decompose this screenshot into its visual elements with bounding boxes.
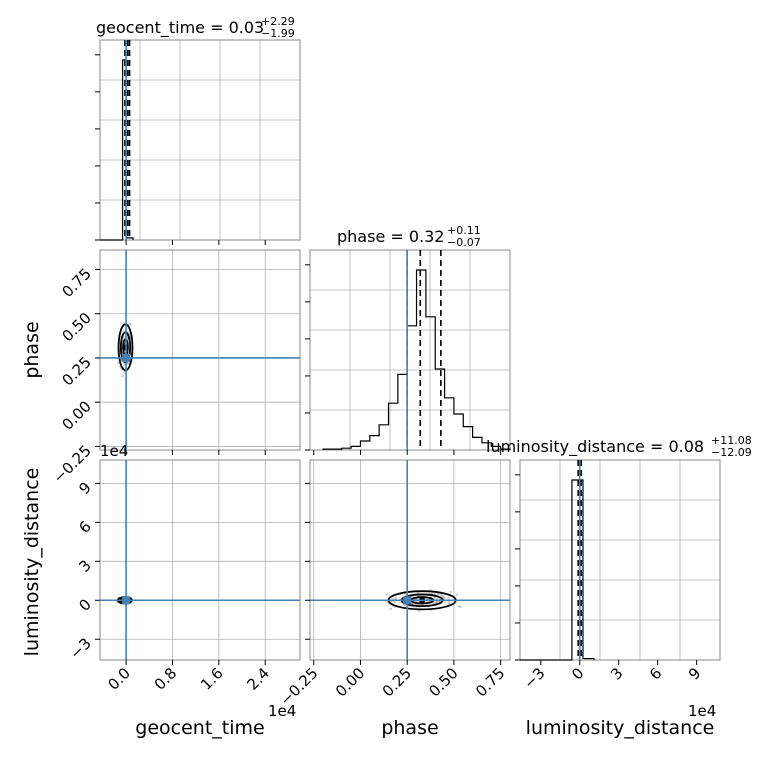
- x-tick-label: 0.50: [425, 664, 461, 700]
- title-geocent-time-plus: +2.29: [261, 15, 295, 28]
- panel-luminosity-distance-vs-phase: −0.25 0.00 0.25 0.50 0.75: [276, 459, 511, 709]
- sample-point: [443, 596, 446, 600]
- title-luminosity-distance-minus: −12.09: [711, 446, 752, 459]
- x-tick-label: 0.25: [379, 664, 415, 700]
- sample-point: [129, 322, 132, 326]
- sample-point: [459, 605, 462, 609]
- sample-point: [385, 593, 388, 597]
- x-tick-label: 0.0: [104, 664, 134, 694]
- sample-point: [122, 336, 126, 339]
- x-tick-label: 1.6: [197, 664, 227, 694]
- x-tick-label: 0.8: [151, 664, 181, 694]
- truth-marker: [403, 596, 412, 605]
- y-axis-label-luminosity-distance: luminosity_distance: [21, 468, 43, 657]
- sample-point: [457, 604, 461, 608]
- sample-point: [435, 601, 439, 604]
- panel-phase-histogram: [305, 249, 511, 455]
- x-axis-label-luminosity-distance: luminosity_distance: [526, 717, 715, 739]
- panel-phase-vs-geocent-time: −0.25 0.00 0.25 0.50 0.75: [50, 249, 301, 487]
- title-phase: phase = 0.32: [337, 227, 444, 246]
- truth-marker: [122, 353, 131, 362]
- y-tick-label: 3: [75, 556, 94, 575]
- title-phase-plus: +0.11: [447, 224, 481, 237]
- title-luminosity-distance: luminosity_distance = 0.08: [486, 437, 704, 457]
- panel-luminosity-distance-histogram: −3 0 3 6 9: [515, 459, 721, 692]
- title-luminosity-distance-plus: +11.08: [711, 434, 752, 447]
- x-tick-label: 2.4: [243, 664, 273, 694]
- truth-marker: [122, 596, 131, 605]
- panel-geocent-time-histogram: [95, 39, 301, 245]
- sample-point: [442, 595, 445, 599]
- panel-frame: [99, 249, 301, 451]
- y-tick-label: −3: [66, 634, 94, 662]
- x-tick-label: 9: [685, 664, 704, 683]
- panel-frame: [99, 39, 301, 241]
- sample-point: [117, 361, 120, 365]
- panel-frame: [519, 459, 721, 661]
- title-phase-minus: −0.07: [447, 236, 481, 249]
- x-axis-label-geocent-time: geocent_time: [135, 717, 264, 739]
- offset-label-geocent-time-x: 1e4: [268, 702, 296, 720]
- y-tick-label: 9: [75, 478, 94, 497]
- sample-point: [434, 601, 438, 604]
- sample-point: [447, 596, 450, 600]
- y-tick-label: 0.75: [58, 265, 94, 301]
- title-geocent-time-minus: −1.99: [261, 27, 295, 40]
- x-tick-label: 6: [646, 664, 665, 683]
- histogram-phase: [322, 269, 511, 450]
- x-tick-label: 0.75: [472, 664, 508, 700]
- sample-point: [389, 607, 393, 611]
- y-tick-label: 6: [75, 517, 94, 536]
- sample-point: [433, 601, 436, 605]
- sample-point: [121, 374, 124, 377]
- offset-label-luminosity-distance-y: 1e4: [100, 442, 128, 460]
- sample-point: [440, 593, 443, 597]
- sample-point: [128, 322, 131, 326]
- x-axis-label-phase: phase: [381, 717, 438, 739]
- y-tick-label: 0: [75, 595, 94, 614]
- sample-point: [392, 600, 396, 604]
- sample-point: [447, 602, 451, 605]
- panel-frame: [309, 459, 511, 661]
- sample-point: [449, 590, 452, 594]
- sample-point: [394, 596, 398, 600]
- offset-label-luminosity-distance-x: 1e4: [688, 702, 716, 720]
- sample-point: [441, 594, 445, 598]
- sample-point: [127, 362, 130, 365]
- histogram-luminosity_distance: [520, 479, 595, 661]
- sample-point: [435, 600, 439, 604]
- x-tick-label: 0.00: [332, 664, 368, 700]
- y-tick-label: 0.25: [58, 353, 94, 389]
- panel-luminosity-distance-vs-geocent-time: 0.0 0.8 1.6 2.4 −3 0 3 6 9: [66, 459, 301, 694]
- sample-point: [455, 593, 459, 596]
- panel-frame: [99, 459, 301, 661]
- x-tick-label: 3: [607, 664, 626, 683]
- y-tick-label: 0.00: [58, 397, 94, 433]
- y-tick-label: −0.25: [50, 442, 95, 487]
- y-axis-label-phase: phase: [21, 321, 43, 378]
- panel-frame: [309, 249, 511, 451]
- x-tick-label: −3: [520, 664, 548, 692]
- sample-point: [417, 609, 421, 613]
- title-geocent-time: geocent_time = 0.03: [96, 18, 264, 38]
- x-tick-label: 0: [568, 664, 587, 683]
- y-tick-label: 0.50: [58, 309, 94, 345]
